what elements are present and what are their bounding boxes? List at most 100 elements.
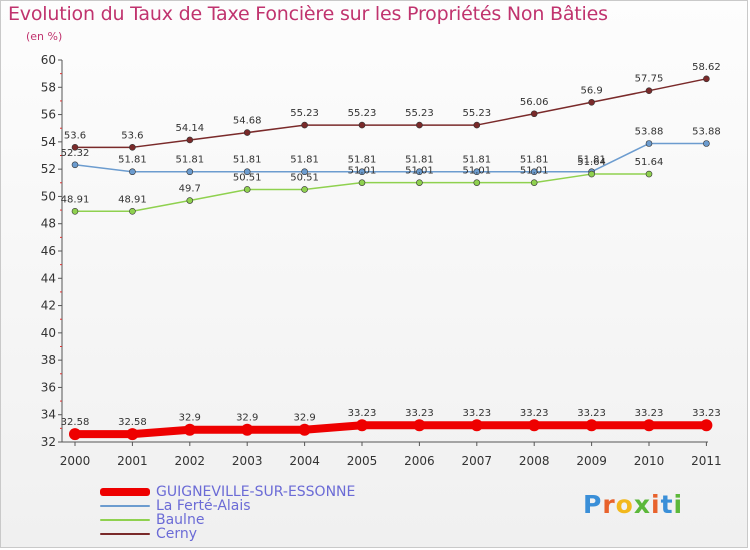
data-label: 51.81 — [175, 155, 204, 166]
y-tick-label: 60 — [41, 53, 56, 67]
data-label: 51.01 — [520, 166, 549, 177]
data-label: 51.81 — [462, 155, 491, 166]
data-point — [473, 168, 481, 176]
data-point — [588, 98, 595, 106]
data-point — [71, 207, 79, 215]
data-label: 32.58 — [118, 417, 147, 428]
x-tick-label: 2008 — [519, 454, 550, 468]
data-point — [700, 419, 713, 432]
data-label: 32.9 — [179, 413, 201, 424]
x-tick-label: 2006 — [404, 454, 435, 468]
data-label: 56.9 — [580, 85, 602, 96]
data-point — [129, 207, 136, 215]
data-label: 55.23 — [290, 108, 319, 119]
data-point — [416, 121, 423, 129]
data-label: 51.01 — [348, 166, 377, 177]
proxiti-logo: Proxiti — [583, 490, 683, 519]
data-point — [243, 186, 251, 193]
data-point — [528, 419, 541, 432]
data-point — [703, 140, 710, 147]
data-point — [413, 419, 426, 432]
x-tick-label: 2007 — [462, 454, 493, 468]
data-label: 55.23 — [405, 108, 434, 119]
data-label: 50.51 — [290, 172, 319, 183]
data-label: 33.23 — [348, 408, 377, 419]
logo-letter: x — [633, 490, 651, 519]
data-label: 33.23 — [692, 408, 721, 419]
logo-letter: P — [583, 490, 603, 519]
legend-item: La Ferté-Alais — [100, 499, 355, 513]
data-point — [241, 423, 254, 436]
data-point — [530, 110, 538, 118]
data-point — [301, 168, 308, 176]
data-point — [530, 179, 538, 186]
y-tick-label: 50 — [41, 189, 56, 203]
data-point — [588, 170, 595, 178]
data-label: 33.23 — [520, 408, 549, 419]
y-tick-label: 46 — [41, 244, 56, 258]
data-label: 33.23 — [462, 408, 491, 419]
data-label: 32.9 — [236, 413, 258, 424]
y-tick-label: 48 — [41, 217, 56, 231]
data-label: 51.01 — [405, 166, 434, 177]
data-label: 57.75 — [635, 74, 664, 85]
data-label: 51.81 — [348, 155, 377, 166]
data-point — [71, 161, 79, 169]
data-point — [645, 140, 653, 147]
data-label: 32.9 — [293, 413, 315, 424]
logo-letter: i — [673, 490, 684, 519]
y-tick-label: 54 — [41, 135, 56, 149]
data-point — [186, 197, 194, 204]
data-point — [356, 419, 368, 432]
chart-title: Evolution du Taux de Taxe Foncière sur l… — [8, 3, 608, 25]
legend-item: Baulne — [100, 513, 355, 527]
data-label: 48.91 — [61, 194, 90, 205]
logo-letter: t — [660, 490, 674, 519]
data-point — [243, 168, 251, 176]
y-tick-label: 38 — [41, 353, 56, 367]
data-label: 54.68 — [233, 116, 262, 127]
data-point — [470, 419, 483, 432]
chart-unit-label: (en %) — [26, 30, 63, 43]
y-tick-label: 32 — [41, 435, 56, 449]
data-point — [643, 419, 655, 432]
data-label: 53.6 — [121, 130, 143, 141]
data-label: 51.81 — [577, 155, 606, 166]
data-label: 53.88 — [635, 126, 664, 137]
data-label: 55.23 — [348, 108, 377, 119]
data-point — [126, 428, 139, 441]
x-tick-label: 2002 — [175, 454, 206, 468]
data-point — [243, 129, 251, 136]
data-label: 33.23 — [635, 408, 664, 419]
data-label: 51.81 — [118, 155, 147, 166]
data-label: 51.81 — [520, 155, 549, 166]
data-point — [585, 419, 598, 432]
series-line-guigneville — [71, 421, 711, 439]
data-point — [358, 179, 366, 186]
data-point — [645, 87, 653, 94]
y-tick-label: 52 — [41, 162, 56, 176]
data-point — [416, 179, 423, 186]
data-point — [129, 144, 136, 151]
data-label: 53.88 — [692, 126, 721, 137]
y-tick-label: 42 — [41, 299, 56, 313]
y-tick-label: 56 — [41, 108, 56, 122]
y-tick-label: 58 — [41, 80, 56, 94]
data-point — [71, 144, 79, 151]
data-point — [183, 423, 196, 436]
data-point — [530, 168, 538, 176]
data-point — [703, 75, 710, 83]
data-label: 49.7 — [179, 184, 201, 195]
data-label: 52.32 — [61, 148, 90, 159]
data-label: 55.23 — [462, 108, 491, 119]
y-tick-label: 40 — [41, 326, 56, 340]
logo-letter: o — [615, 490, 634, 519]
data-point — [301, 121, 308, 129]
data-point — [416, 168, 423, 176]
legend-label: La Ferté-Alais — [156, 498, 251, 514]
series-line-cerny — [74, 78, 708, 149]
data-label: 51.01 — [462, 166, 491, 177]
y-tick-label: 34 — [41, 408, 56, 422]
x-tick-label: 2000 — [60, 454, 91, 468]
